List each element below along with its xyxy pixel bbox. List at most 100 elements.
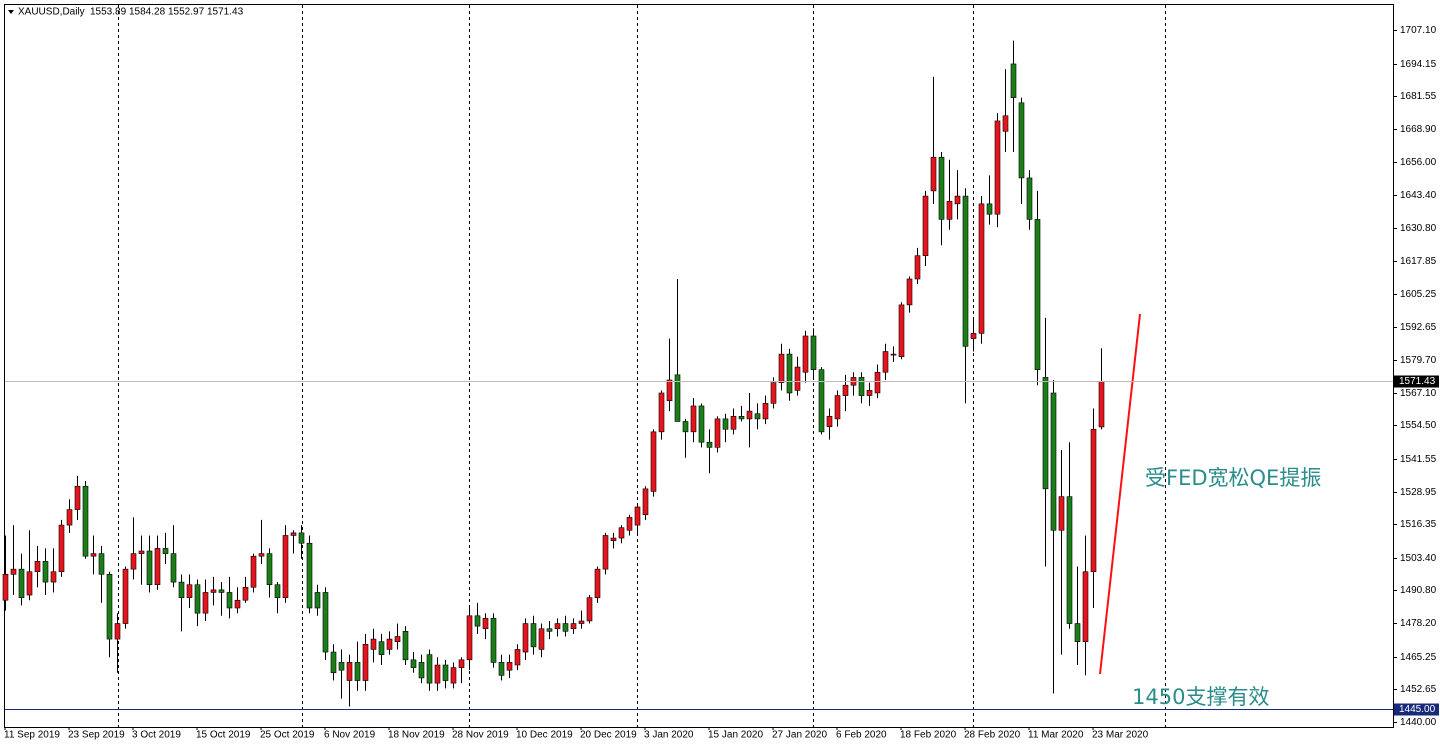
candle-body [1018,102,1025,179]
y-tick-label: 1465.25 [1400,652,1437,663]
x-tick-label: 18 Feb 2020 [900,730,957,741]
candle-body [762,403,769,420]
candle-body [922,195,929,256]
candle-body [154,548,161,585]
candle-body [866,390,873,396]
candle-body [706,441,713,448]
candle-body [914,255,921,280]
candle-body [138,550,145,554]
candle-body [2,574,9,601]
candle-body [594,568,601,598]
y-tick-label: 1656.00 [1400,157,1437,168]
candle-body [890,353,897,356]
candle-body [1034,219,1041,370]
bid-tag [1394,375,1439,388]
candle-body [618,527,625,539]
candle-body [602,535,609,570]
header-low: 1552.97 [168,7,205,18]
header-close: 1571.43 [207,7,244,18]
header-high: 1584.28 [129,7,166,18]
candle-body [794,366,801,391]
candle-body [490,618,497,663]
y-tick-label: 1490.80 [1400,585,1437,596]
candle-body [106,574,113,640]
candle-body [994,120,1001,215]
candle-body [682,421,689,433]
candle-body [434,664,441,684]
price-tag-label: 1445.00 [1399,704,1436,715]
candle-body [82,485,89,557]
chart-title: XAUUSD,Daily [18,7,85,18]
candle-body [586,597,593,622]
candle-body [810,335,817,370]
candle-body [546,628,553,632]
candle-body [410,659,417,668]
candle-body [658,392,665,433]
candle-body [498,662,505,676]
candle-body [426,654,433,684]
candle-body [10,568,17,575]
candle-body [242,586,249,601]
y-tick-label: 1668.90 [1400,124,1437,135]
candle-body [1050,392,1057,531]
candle-body [18,568,25,598]
y-tick-label: 1579.70 [1400,355,1437,366]
y-tick-label: 1630.80 [1400,223,1437,234]
candle-body [1058,496,1065,531]
x-tick-label: 15 Jan 2020 [708,730,763,741]
y-tick-label: 1617.85 [1400,256,1437,267]
y-tick-label: 1440.00 [1400,717,1437,728]
x-tick-label: 23 Mar 2020 [1092,730,1149,741]
candle-body [898,304,905,358]
candle-body [466,615,473,661]
y-tick-label: 1516.35 [1400,519,1437,530]
candle-body [554,623,561,630]
candle-body [330,651,337,674]
x-tick-label: 28 Nov 2019 [452,730,509,741]
candle-body [1042,377,1049,490]
candle-body [42,561,49,583]
candle-body [338,662,345,671]
candle-body [402,631,409,661]
x-tick-label: 3 Jan 2020 [644,730,694,741]
candle-body [26,571,33,596]
candle-body [834,395,841,420]
candle-body [218,589,225,593]
candle-body [346,662,353,681]
candle-body [146,550,153,585]
trend-line [1099,313,1141,675]
candle-body [1082,571,1089,642]
candle-body [970,333,977,339]
plot-frame [4,4,1394,728]
x-tick-label: 3 Oct 2019 [132,730,181,741]
candle-body [538,628,545,650]
candle-body [58,524,65,573]
candle-body [274,584,281,598]
candle-body [650,431,657,492]
x-tick-label: 18 Nov 2019 [388,730,445,741]
price-tag [1394,703,1439,716]
candle-body [442,664,449,681]
candle-body [202,592,209,614]
candle-body [842,384,849,396]
y-tick-label: 1503.40 [1400,553,1437,564]
candle-body [802,335,809,373]
candle-body [290,532,297,536]
x-tick-label: 11 Sep 2019 [4,730,60,741]
candle-body [522,623,529,653]
y-tick-label: 1605.25 [1400,289,1437,300]
candle-body [506,662,513,671]
x-tick-label: 6 Feb 2020 [836,730,887,741]
candle-body [1098,381,1105,428]
y-tick-label: 1643.40 [1400,190,1437,201]
y-tick-label: 1478.20 [1400,618,1437,629]
candle-body [610,537,617,541]
candle-body [418,662,425,679]
candle-body [234,599,241,609]
candle-body [882,351,889,373]
candle-body [66,509,73,526]
candle-body [386,638,393,650]
x-tick-label: 27 Jan 2020 [772,730,827,741]
candle-body [114,623,121,640]
candle-body [986,203,993,215]
